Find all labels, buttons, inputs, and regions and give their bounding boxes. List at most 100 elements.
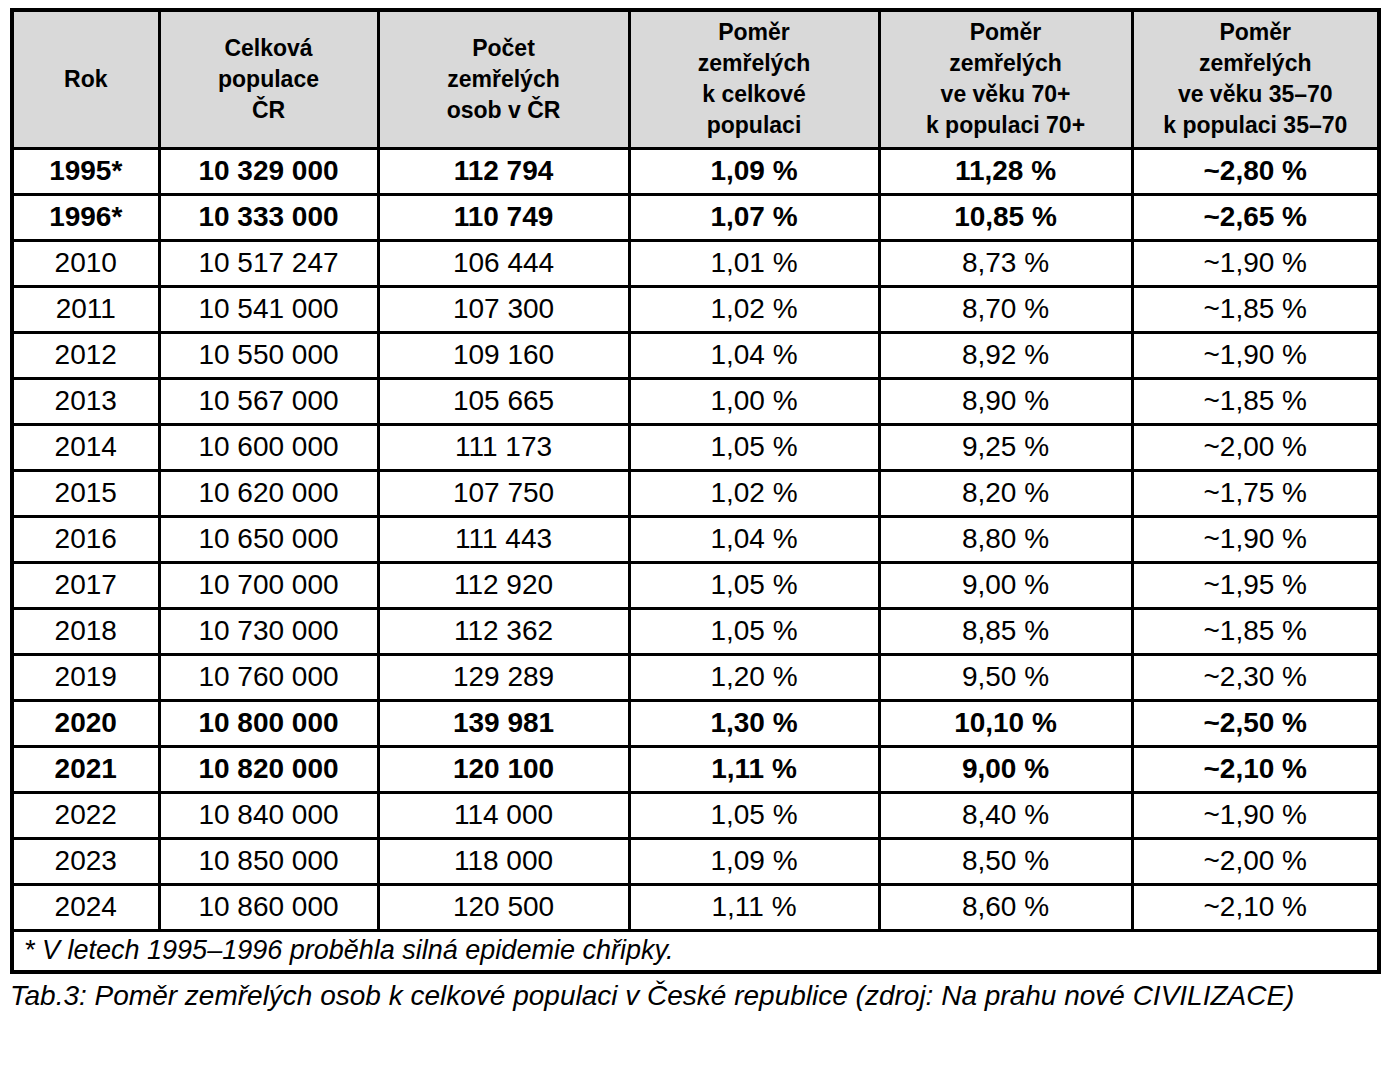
year-cell: 2015 [12,470,159,516]
col-header-pomer-celkove: Poměr zemřelých k celkové populaci [629,10,879,148]
table-row: 1995* 10 329 000 112 794 1,09 % 11,28 % … [12,148,1379,194]
deaths-cell: 139 981 [378,700,629,746]
ratio-35-70-cell: ~2,10 % [1132,884,1379,930]
year-cell: 2014 [12,424,159,470]
header-row: Rok Celková populace ČR Počet zemřelých … [12,10,1379,148]
ratio-70plus-cell: 9,00 % [879,746,1132,792]
population-cell: 10 620 000 [159,470,378,516]
deaths-cell: 114 000 [378,792,629,838]
table-row: 2016 10 650 000 111 443 1,04 % 8,80 % ~1… [12,516,1379,562]
year-cell: 1996* [12,194,159,240]
ratio-35-70-cell: ~2,50 % [1132,700,1379,746]
ratio-70plus-cell: 9,50 % [879,654,1132,700]
table-row: 2010 10 517 247 106 444 1,01 % 8,73 % ~1… [12,240,1379,286]
table-row: 2015 10 620 000 107 750 1,02 % 8,20 % ~1… [12,470,1379,516]
ratio-total-cell: 1,09 % [629,148,879,194]
ratio-total-cell: 1,05 % [629,424,879,470]
ratio-total-cell: 1,09 % [629,838,879,884]
ratio-total-cell: 1,30 % [629,700,879,746]
ratio-total-cell: 1,04 % [629,516,879,562]
page: Rok Celková populace ČR Počet zemřelých … [0,0,1387,1068]
table-body: 1995* 10 329 000 112 794 1,09 % 11,28 % … [12,148,1379,930]
table-caption: Tab.3: Poměr zemřelých osob k celkové po… [10,979,1377,1013]
ratio-70plus-cell: 8,92 % [879,332,1132,378]
table-row: 2013 10 567 000 105 665 1,00 % 8,90 % ~1… [12,378,1379,424]
ratio-35-70-cell: ~1,90 % [1132,792,1379,838]
ratio-35-70-cell: ~2,00 % [1132,838,1379,884]
ratio-35-70-cell: ~1,90 % [1132,516,1379,562]
ratio-total-cell: 1,11 % [629,746,879,792]
deaths-cell: 111 173 [378,424,629,470]
table-row: 2020 10 800 000 139 981 1,30 % 10,10 % ~… [12,700,1379,746]
ratio-70plus-cell: 9,00 % [879,562,1132,608]
population-cell: 10 600 000 [159,424,378,470]
population-cell: 10 820 000 [159,746,378,792]
table-row: 2017 10 700 000 112 920 1,05 % 9,00 % ~1… [12,562,1379,608]
year-cell: 2012 [12,332,159,378]
mortality-table: Rok Celková populace ČR Počet zemřelých … [10,8,1381,974]
ratio-70plus-cell: 8,40 % [879,792,1132,838]
population-cell: 10 860 000 [159,884,378,930]
year-cell: 2013 [12,378,159,424]
year-cell: 2018 [12,608,159,654]
deaths-cell: 112 362 [378,608,629,654]
ratio-70plus-cell: 8,73 % [879,240,1132,286]
table-row: 1996* 10 333 000 110 749 1,07 % 10,85 % … [12,194,1379,240]
year-cell: 2011 [12,286,159,332]
ratio-total-cell: 1,05 % [629,608,879,654]
ratio-total-cell: 1,00 % [629,378,879,424]
population-cell: 10 760 000 [159,654,378,700]
year-cell: 1995* [12,148,159,194]
ratio-total-cell: 1,01 % [629,240,879,286]
year-cell: 2019 [12,654,159,700]
year-cell: 2020 [12,700,159,746]
year-cell: 2010 [12,240,159,286]
deaths-cell: 112 920 [378,562,629,608]
table-footer: * V letech 1995–1996 proběhla silná epid… [12,930,1379,972]
table-row: 2012 10 550 000 109 160 1,04 % 8,92 % ~1… [12,332,1379,378]
ratio-35-70-cell: ~1,95 % [1132,562,1379,608]
population-cell: 10 333 000 [159,194,378,240]
deaths-cell: 110 749 [378,194,629,240]
table-row: 2022 10 840 000 114 000 1,05 % 8,40 % ~1… [12,792,1379,838]
table-row: 2023 10 850 000 118 000 1,09 % 8,50 % ~2… [12,838,1379,884]
ratio-70plus-cell: 8,50 % [879,838,1132,884]
ratio-35-70-cell: ~1,85 % [1132,378,1379,424]
year-cell: 2024 [12,884,159,930]
year-cell: 2023 [12,838,159,884]
ratio-70plus-cell: 10,85 % [879,194,1132,240]
footnote-row: * V letech 1995–1996 proběhla silná epid… [12,930,1379,972]
ratio-70plus-cell: 8,80 % [879,516,1132,562]
ratio-70plus-cell: 8,60 % [879,884,1132,930]
ratio-total-cell: 1,07 % [629,194,879,240]
ratio-70plus-cell: 8,20 % [879,470,1132,516]
population-cell: 10 800 000 [159,700,378,746]
deaths-cell: 111 443 [378,516,629,562]
table-row: 2011 10 541 000 107 300 1,02 % 8,70 % ~1… [12,286,1379,332]
ratio-total-cell: 1,04 % [629,332,879,378]
year-cell: 2022 [12,792,159,838]
col-header-pomer-35-70: Poměr zemřelých ve věku 35–70 k populaci… [1132,10,1379,148]
population-cell: 10 329 000 [159,148,378,194]
deaths-cell: 107 750 [378,470,629,516]
population-cell: 10 650 000 [159,516,378,562]
ratio-35-70-cell: ~2,10 % [1132,746,1379,792]
population-cell: 10 700 000 [159,562,378,608]
population-cell: 10 850 000 [159,838,378,884]
ratio-total-cell: 1,02 % [629,470,879,516]
col-header-rok: Rok [12,10,159,148]
table-row: 2024 10 860 000 120 500 1,11 % 8,60 % ~2… [12,884,1379,930]
ratio-35-70-cell: ~1,90 % [1132,240,1379,286]
deaths-cell: 107 300 [378,286,629,332]
ratio-35-70-cell: ~1,90 % [1132,332,1379,378]
population-cell: 10 567 000 [159,378,378,424]
ratio-35-70-cell: ~1,75 % [1132,470,1379,516]
table-row: 2021 10 820 000 120 100 1,11 % 9,00 % ~2… [12,746,1379,792]
col-header-pocet-zemrelych: Počet zemřelých osob v ČR [378,10,629,148]
table-row: 2018 10 730 000 112 362 1,05 % 8,85 % ~1… [12,608,1379,654]
population-cell: 10 840 000 [159,792,378,838]
year-cell: 2017 [12,562,159,608]
ratio-total-cell: 1,05 % [629,562,879,608]
population-cell: 10 541 000 [159,286,378,332]
footnote-text: * V letech 1995–1996 proběhla silná epid… [12,930,1379,972]
